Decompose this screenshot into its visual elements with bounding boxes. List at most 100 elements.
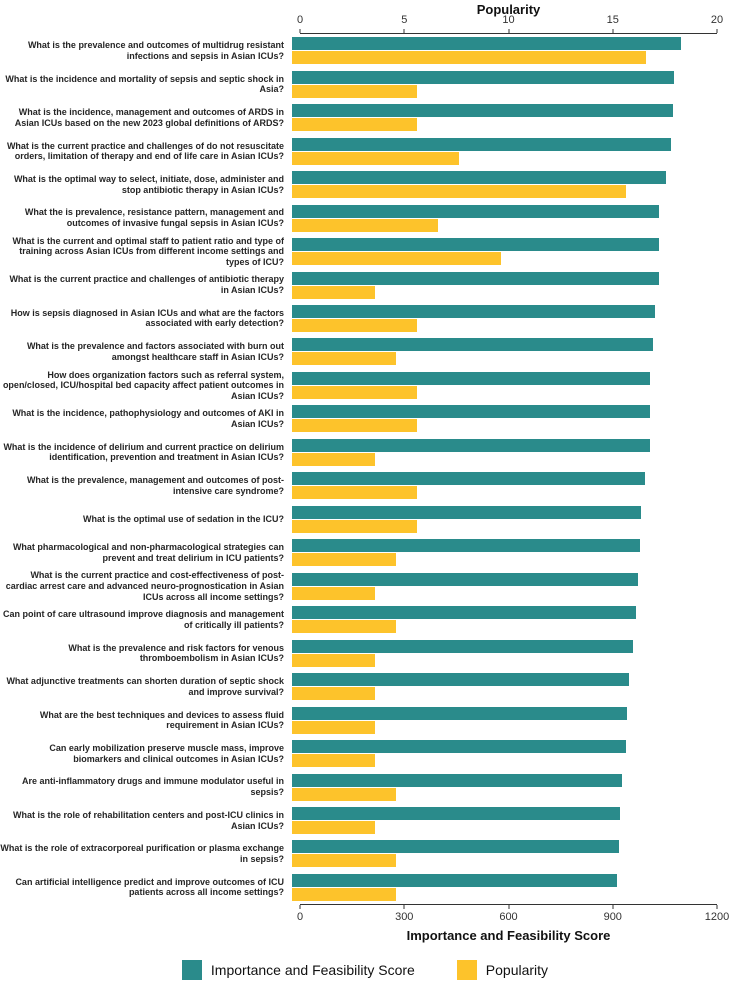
axis-tick-mark [299, 905, 301, 909]
top-axis: 0 5 10 15 20 [297, 14, 723, 33]
importance-feasibility-bar [292, 104, 673, 118]
category-label: What is the prevalence and risk factors … [68, 642, 284, 664]
bottom-axis-title: Importance and Feasibility Score [406, 928, 611, 943]
legend: Importance and Feasibility Score Populari… [0, 955, 730, 985]
chart-row: What is the current practice and challen… [0, 134, 717, 167]
bar-group [292, 740, 709, 768]
category-label: What is the current practice and cost-ef… [5, 570, 284, 602]
category-label: What is the role of extracorporeal purif… [0, 843, 284, 864]
bar-group [292, 539, 709, 567]
axis-tick-mark [403, 29, 405, 33]
importance-feasibility-bar [292, 539, 640, 553]
importance-feasibility-bar [292, 405, 650, 419]
chart-row: What are the best techniques and devices… [0, 703, 717, 736]
chart-row: Are anti-inflammatory drugs and immune m… [0, 770, 717, 803]
importance-feasibility-bar [292, 70, 675, 84]
bar-group [292, 104, 709, 132]
importance-feasibility-bar [292, 438, 650, 452]
popularity-bar [292, 452, 376, 466]
axis-tick-mark [716, 29, 718, 33]
category-label: What are the best techniques and devices… [39, 709, 284, 731]
top-axis-title: Popularity [476, 2, 541, 17]
importance-feasibility-bar [292, 171, 666, 185]
chart-row: What is the incidence of delirium and cu… [0, 436, 717, 469]
chart-row: What is the role of rehabilitation cente… [0, 804, 717, 837]
legend-label: Popularity [485, 962, 549, 978]
importance-feasibility-bar [292, 773, 623, 787]
chart-row: What adjunctive treatments can shorten d… [0, 670, 717, 703]
popularity-bar [292, 553, 397, 567]
importance-feasibility-bar [292, 572, 638, 586]
popularity-bar [292, 486, 418, 500]
axis-tick-label: 20 [710, 14, 724, 26]
popularity-bar [292, 519, 418, 533]
chart-row: What is the current practice and cost-ef… [0, 570, 717, 603]
importance-feasibility-bar [292, 472, 645, 486]
bar-group [292, 773, 709, 801]
importance-feasibility-bar [292, 639, 633, 653]
importance-feasibility-bar [292, 606, 637, 620]
axis-tick-mark [508, 905, 509, 909]
importance-feasibility-bar [292, 740, 626, 754]
bar-group [292, 371, 709, 399]
importance-feasibility-bar [292, 37, 682, 51]
popularity-bar [292, 218, 438, 232]
bar-group [292, 706, 709, 734]
legend-item: Popularity [456, 960, 549, 980]
category-label: What is the incidence and mortality of s… [5, 73, 284, 95]
axis-tick-label: 10 [502, 14, 515, 26]
importance-feasibility-bar [292, 238, 659, 252]
popularity-bar [292, 118, 418, 132]
bar-group [292, 37, 709, 65]
bar-group [292, 304, 709, 332]
axis-tick-label: 0 [296, 911, 304, 923]
chart-row: What is the role of extracorporeal purif… [0, 837, 717, 870]
importance-feasibility-bar [292, 673, 630, 687]
importance-feasibility-bar [292, 371, 650, 385]
bar-group [292, 238, 709, 266]
importance-feasibility-bar [292, 338, 654, 352]
category-label: Can point of care ultrasound improve dia… [2, 609, 284, 630]
popularity-bar [292, 887, 397, 901]
legend-swatch [181, 960, 202, 980]
chart-row: How does organization factors such as re… [0, 369, 717, 402]
popularity-bar [292, 185, 626, 199]
category-label: How does organization factors such as re… [2, 369, 284, 401]
importance-feasibility-bar [292, 840, 619, 854]
chart-row: What is the optimal use of sedation in t… [0, 503, 717, 536]
chart-row: What is the prevalence and factors assoc… [0, 335, 717, 368]
importance-feasibility-bar [292, 873, 617, 887]
bar-group [292, 472, 709, 500]
bar-group [292, 807, 709, 835]
category-label: What is the prevalence and outcomes of m… [27, 40, 284, 61]
bar-group [292, 572, 709, 600]
popularity-bar [292, 385, 418, 399]
bar-group [292, 271, 709, 299]
category-label: What the is prevalence, resistance patte… [24, 207, 284, 229]
legend-label: Importance and Feasibility Score [210, 962, 415, 978]
chart-row: What is the prevalence and risk factors … [0, 636, 717, 669]
category-label: Can artificial intelligence predict and … [15, 876, 284, 898]
popularity-bar [292, 854, 397, 868]
plot-area: What is the prevalence and outcomes of m… [0, 34, 717, 904]
category-label: What is the current and optimal staff to… [12, 235, 284, 267]
popularity-bar [292, 821, 376, 835]
category-label: How is sepsis diagnosed in Asian ICUs an… [10, 307, 284, 329]
popularity-bar [292, 51, 647, 65]
popularity-bar [292, 720, 376, 734]
category-label: Can early mobilization preserve muscle m… [49, 742, 284, 764]
chart-row: What is the current practice and challen… [0, 268, 717, 301]
category-label: What is the current practice and challen… [9, 274, 284, 296]
popularity-bar [292, 653, 376, 667]
axis-tick-mark [403, 905, 405, 909]
chart-row: What is the incidence and mortality of s… [0, 67, 717, 100]
axis-tick-mark [716, 905, 718, 909]
popularity-bar [292, 419, 418, 433]
chart-row: What is the optimal way to select, initi… [0, 168, 717, 201]
chart-row: What is the prevalence, management and o… [0, 469, 717, 502]
bar-group [292, 840, 709, 868]
popularity-bar [292, 754, 376, 768]
bar-group [292, 639, 709, 667]
category-label: What is the incidence of delirium and cu… [3, 441, 284, 463]
bar-group [292, 673, 709, 701]
